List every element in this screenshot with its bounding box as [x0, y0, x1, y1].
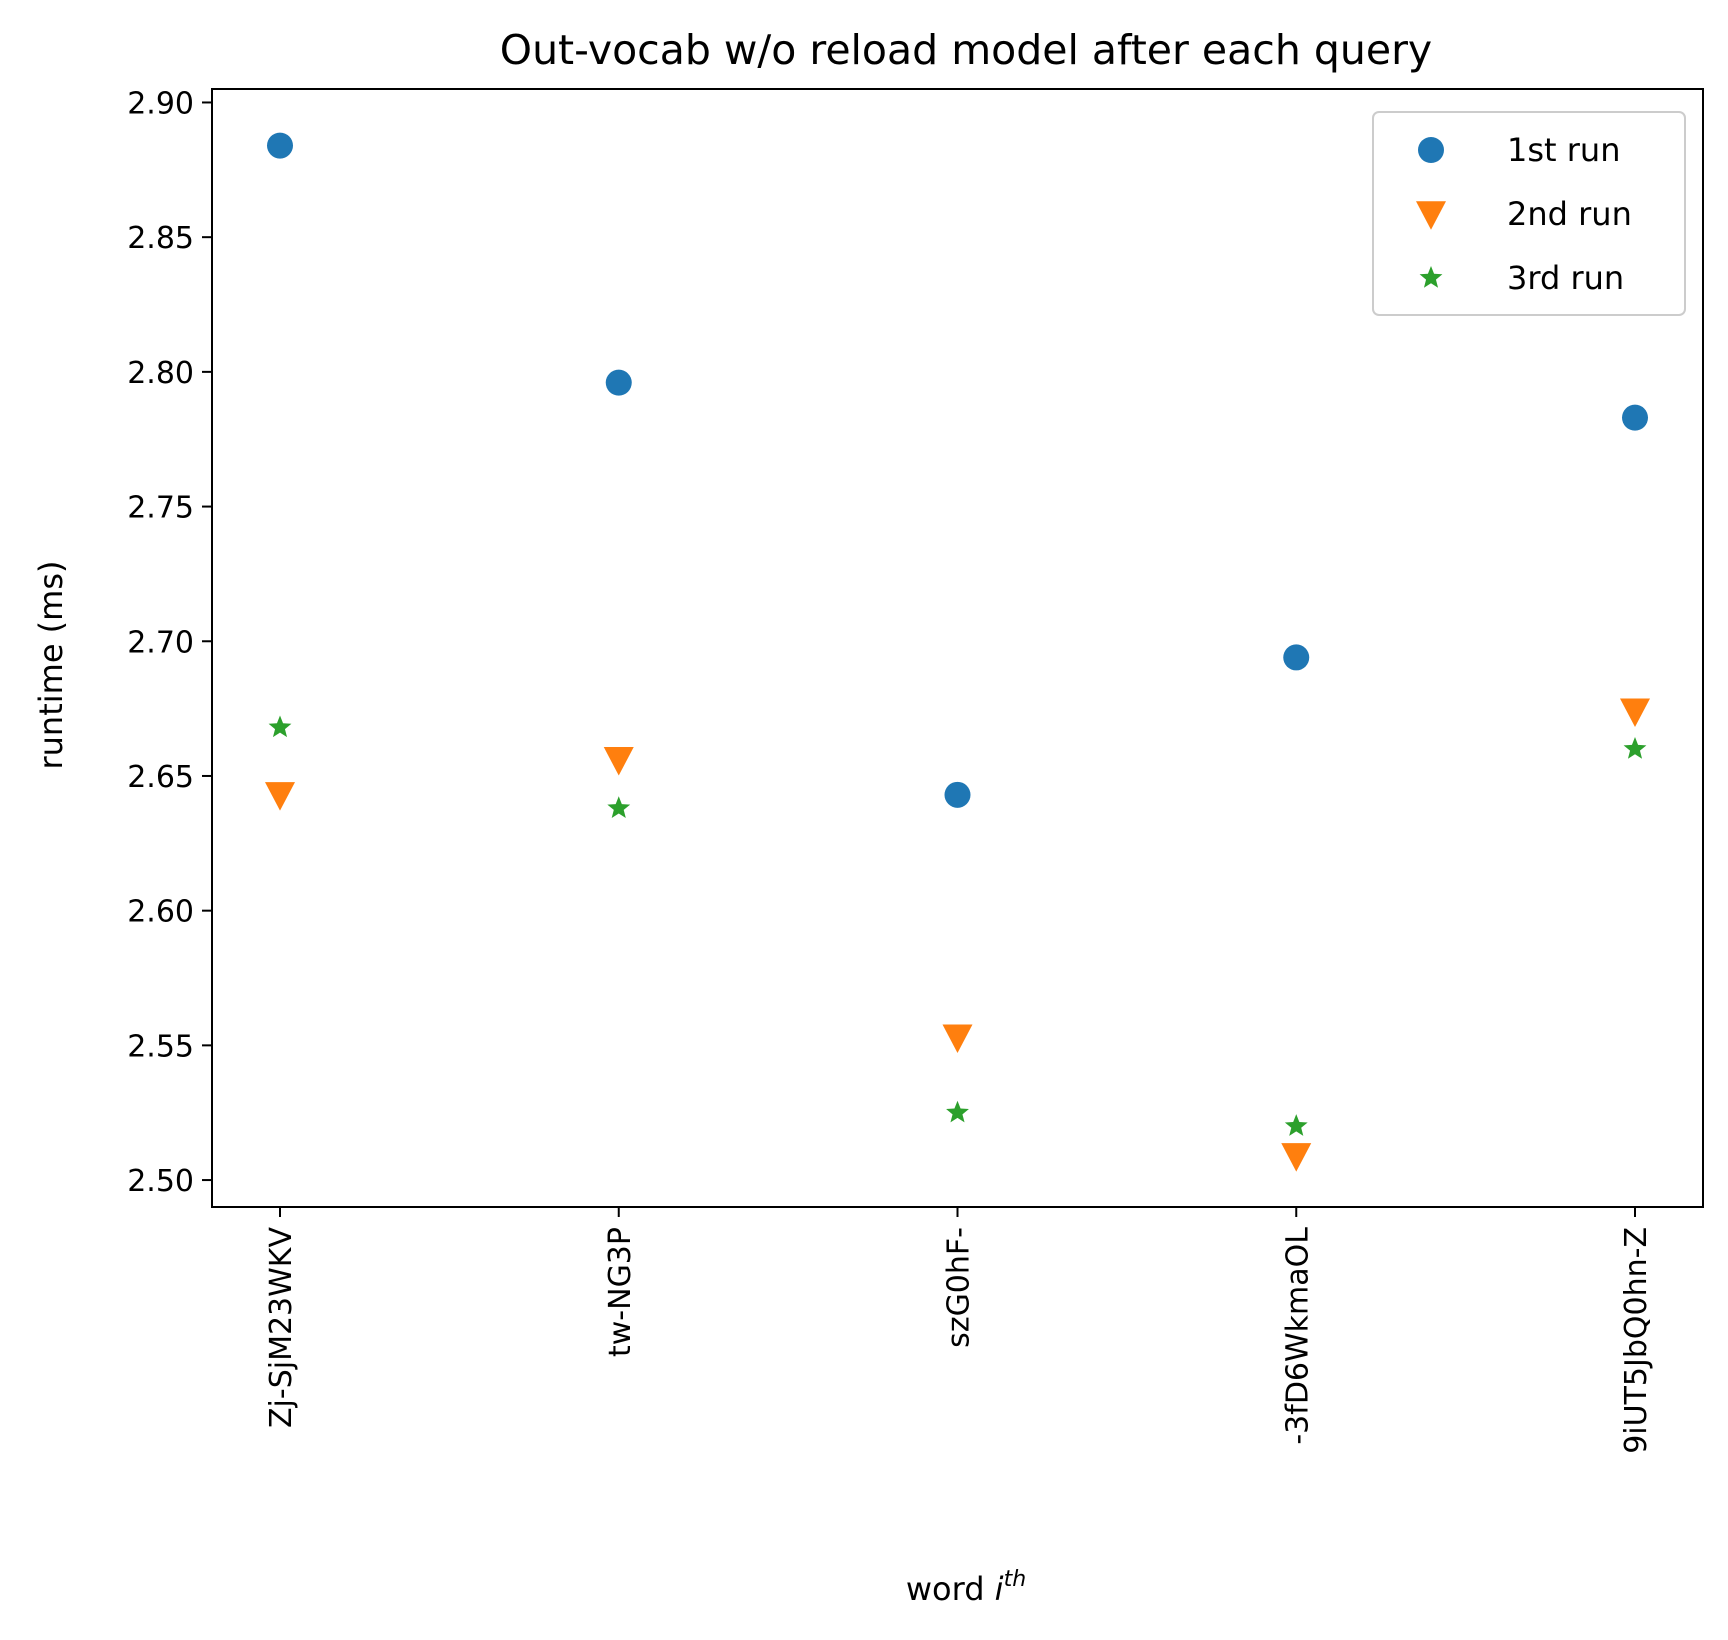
y-tick-label-3: 2.65	[127, 760, 194, 795]
point-series2-3	[1281, 1143, 1312, 1172]
point-series1-4	[1622, 404, 1648, 431]
x-axis-label-i: i	[995, 1570, 1004, 1608]
x-axis-label-text: word	[906, 1570, 985, 1608]
x-axis-label-superscript: th	[1004, 1567, 1027, 1592]
y-tick-label-2: 2.60	[127, 895, 194, 930]
legend-label-1: 1st run	[1507, 131, 1620, 169]
point-series2-1	[603, 747, 634, 776]
y-tick-label-1: 2.55	[127, 1029, 194, 1064]
point-series2-4	[1620, 698, 1650, 728]
y-axis-label: runtime (ms)	[32, 561, 70, 770]
y-tick-label-6: 2.80	[127, 356, 194, 391]
point-series3-2	[946, 1100, 969, 1123]
point-series1-3	[1283, 644, 1310, 671]
point-series2-0	[265, 782, 295, 811]
y-tick-label-8: 2.90	[127, 86, 194, 121]
legend-frame	[1372, 111, 1686, 316]
legend: 1st run 2nd run 3rd run	[1372, 111, 1686, 316]
y-tick-label-5: 2.75	[127, 491, 194, 526]
legend-marker-2	[1416, 201, 1446, 230]
legend-marker-1	[1418, 137, 1444, 163]
y-tick-label-0: 2.50	[127, 1164, 194, 1199]
x-tick-label-4: 9iUT5JbQ0hn-Z	[1619, 1227, 1654, 1454]
y-tick-label-7: 2.85	[127, 221, 194, 256]
legend-marker-3	[1419, 266, 1443, 288]
point-series1-1	[605, 369, 632, 396]
x-tick-label-1: tw-NG3P	[603, 1227, 638, 1357]
legend-label-2: 2nd run	[1507, 195, 1632, 233]
point-series1-2	[944, 781, 971, 808]
x-tick-label-3: -3fD6WkmaOL	[1280, 1227, 1315, 1445]
x-tick-label-2: szG0hF-	[942, 1227, 977, 1348]
point-series3-1	[607, 796, 631, 818]
point-series1-0	[267, 132, 293, 159]
axes-frame	[211, 88, 1704, 1208]
legend-label-3: 3rd run	[1507, 259, 1624, 297]
point-series3-4	[1623, 737, 1647, 759]
x-axis-label: word ith	[906, 1567, 1026, 1608]
y-tick-label-4: 2.70	[127, 625, 194, 660]
point-series2-2	[942, 1024, 973, 1054]
plot-area: 2.50 2.55 2.60 2.65 2.70 2.75 2.80 2.85 2.90 Zj-S…	[127, 86, 1704, 1454]
point-series3-3	[1284, 1114, 1308, 1136]
x-tick-label-0: Zj-SjM23WKV	[264, 1227, 299, 1428]
chart-title: Out-vocab w/o reload model after each qu…	[500, 26, 1432, 74]
point-series3-0	[268, 715, 292, 738]
